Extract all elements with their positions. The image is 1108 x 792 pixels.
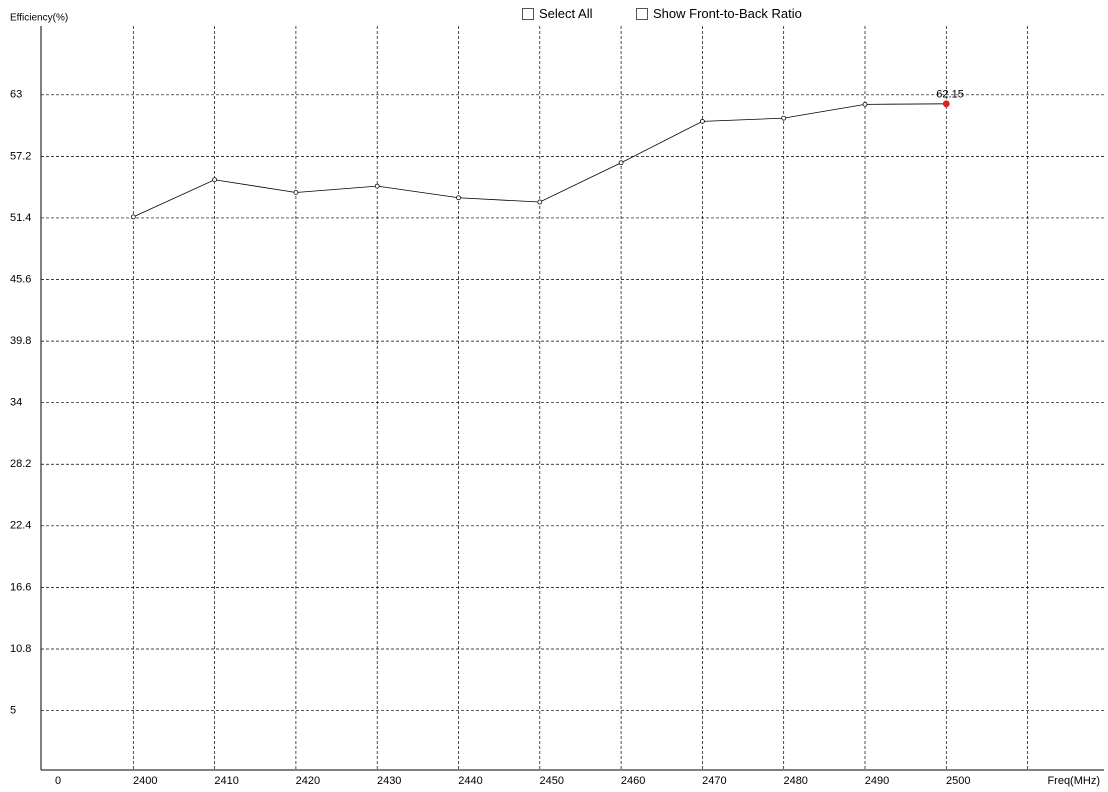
point xyxy=(212,177,218,183)
x-tick-label: 2400 xyxy=(133,775,157,787)
y-axis-label: Efficiency(%) xyxy=(10,13,68,24)
point xyxy=(862,101,868,107)
y-tick-label: 22.4 xyxy=(10,520,31,532)
x-tick-label: 2450 xyxy=(540,775,564,787)
y-tick-label: 39.8 xyxy=(10,335,31,347)
y-tick-label: 16.6 xyxy=(10,581,31,593)
point xyxy=(781,115,787,121)
y-tick-label: 34 xyxy=(10,397,22,409)
y-tick-label: 57.2 xyxy=(10,150,31,162)
x-axis-label: Freq(MHz) xyxy=(1047,775,1100,787)
point xyxy=(618,160,624,166)
y-tick-label: 10.8 xyxy=(10,643,31,655)
y-tick-label: 51.4 xyxy=(10,212,31,224)
checkbox-label: Show Front-to-Back Ratio xyxy=(653,6,802,21)
x-tick-label: 2440 xyxy=(458,775,482,787)
front-back-checkbox[interactable]: Show Front-to-Back Ratio xyxy=(636,6,802,21)
x-tick-label: 2470 xyxy=(702,775,726,787)
point xyxy=(537,199,543,205)
checkbox-label: Select All xyxy=(539,6,593,21)
x-tick-label: 2460 xyxy=(621,775,645,787)
x-tick-label: 2480 xyxy=(783,775,807,787)
x-tick-label: 0 xyxy=(55,775,61,787)
x-tick-label: 2430 xyxy=(377,775,401,787)
select-all-checkbox[interactable]: Select All xyxy=(522,6,592,21)
point xyxy=(130,214,136,220)
checkbox[interactable] xyxy=(636,7,648,20)
point xyxy=(700,118,705,124)
y-tick-label: 5 xyxy=(10,704,16,716)
y-tick-label: 45.6 xyxy=(10,273,31,285)
point xyxy=(293,190,299,195)
x-tick-label: 2500 xyxy=(946,775,970,787)
checkbox[interactable] xyxy=(522,7,534,20)
x-tick-label: 2420 xyxy=(296,775,320,787)
y-tick-label: 63 xyxy=(10,89,22,101)
point xyxy=(942,100,950,108)
x-tick-label: 2490 xyxy=(865,775,889,787)
point xyxy=(374,183,380,189)
point xyxy=(456,195,461,201)
y-tick-label: 28.2 xyxy=(10,458,31,470)
data-label: 62.15 xyxy=(936,89,964,101)
x-tick-label: 2410 xyxy=(214,775,238,787)
